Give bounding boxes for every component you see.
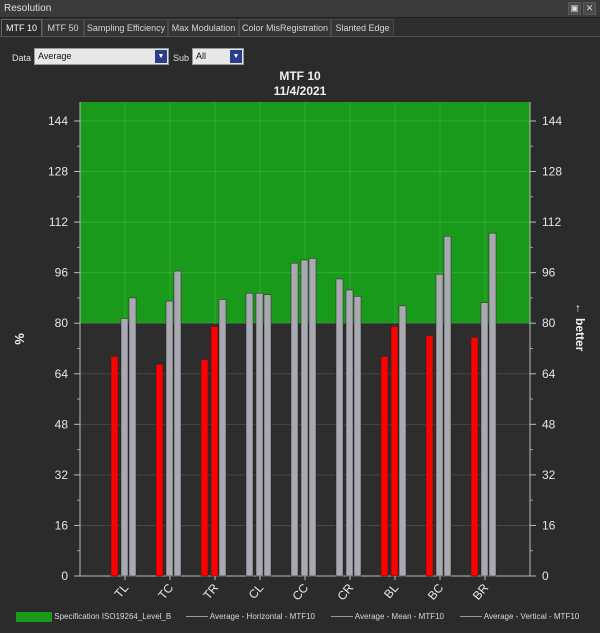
y2-tick-label: 112 [542,215,561,229]
x-tick-label: BC [425,581,447,603]
chevron-down-icon[interactable]: ▼ [230,50,242,63]
legend-vertical-line [460,616,482,618]
legend-spec: Specification ISO19264_Level_B [16,610,171,624]
x-tick-label: TR [200,581,221,603]
sub-select-value: All [196,51,207,61]
legend-mean-label: Average - Mean - MTF10 [354,612,444,621]
window-title: Resolution [4,3,52,14]
legend-horizontal: Average - Horizontal - MTF10 [186,610,315,624]
chevron-down-icon[interactable]: ▼ [155,50,167,63]
y-tick-label: 80 [55,316,69,330]
bar-cr-1 [345,289,354,577]
bar-bl-1 [390,326,399,577]
legend-spec-label: Specification ISO19264_Level_B [54,612,172,621]
bar-tr-2 [218,299,227,577]
data-select-value: Average [38,51,72,61]
x-tick-label: CR [334,581,356,604]
y-tick-label: 64 [55,367,69,381]
tab-mtf50[interactable]: MTF 50 [42,19,84,36]
sub-label: Sub [173,53,190,63]
tab-mtf10[interactable]: MTF 10 [1,19,42,36]
y2-tick-label: 16 [542,518,556,532]
legend-spec-swatch [16,611,52,622]
bar-bl-0 [380,356,389,577]
sub-select[interactable]: All ▼ [192,48,244,65]
y2-axis-label: ← better [573,303,587,352]
legend-vertical: Average - Vertical - MTF10 [460,610,579,624]
data-label: Data [12,53,32,63]
restore-icon[interactable]: ▣ [568,2,581,15]
legend-mean-line [331,616,353,618]
y2-tick-label: 144 [542,114,562,128]
y2-tick-label: 96 [542,266,556,280]
tab-slanted-edge[interactable]: Slanted Edge [331,19,394,36]
legend-mean: Average - Mean - MTF10 [331,610,444,624]
bar-cl-0 [245,292,254,577]
bar-br-0 [470,337,479,577]
y-tick-label: 128 [48,165,68,179]
bar-cc-1 [300,259,309,577]
legend-horizontal-label: Average - Horizontal - MTF10 [209,612,316,621]
y-tick-label: 32 [55,468,69,482]
bar-tl-1 [120,318,129,577]
bar-bc-1 [435,273,444,577]
tab-sampling-efficiency[interactable]: Sampling Efficiency [84,19,168,36]
bar-cr-2 [353,296,362,577]
chart-title: MTF 10 [279,69,321,83]
tab-max-modulation[interactable]: Max Modulation [168,19,239,36]
bar-tl-2 [128,297,137,577]
y2-tick-label: 32 [542,468,556,482]
y-tick-label: 16 [55,518,69,532]
y-axis-label: % [12,333,27,345]
y-tick-label: 48 [55,417,69,431]
bar-cr-0 [335,278,344,577]
x-tick-label: CC [289,581,311,604]
bar-tr-0 [200,359,209,577]
bar-tr-1 [210,326,219,577]
data-select[interactable]: Average ▼ [34,48,169,65]
x-tick-label: CL [246,581,267,602]
x-tick-label: TC [155,581,176,603]
bar-cc-0 [290,262,299,577]
bar-cc-2 [308,258,317,577]
y2-tick-label: 80 [542,316,556,330]
y2-tick-label: 48 [542,417,556,431]
bar-tc-1 [165,300,174,577]
y-tick-label: 0 [61,569,68,583]
bar-tc-0 [155,364,164,577]
y2-tick-label: 128 [542,165,562,179]
bar-tc-2 [173,270,182,577]
window-titlebar: Resolution ▣ ✕ [0,0,600,18]
y2-tick-label: 0 [542,569,549,583]
y-tick-label: 144 [48,114,68,128]
bar-tl-0 [110,356,119,577]
bar-br-2 [488,232,497,577]
tab-bar: MTF 10 MTF 50 Sampling Efficiency Max Mo… [0,18,600,37]
close-icon[interactable]: ✕ [583,2,596,15]
y-tick-label: 96 [55,266,69,280]
x-tick-label: TL [112,581,132,601]
x-tick-label: BL [381,581,401,601]
bar-bc-2 [443,236,452,577]
y-tick-label: 112 [49,215,68,229]
bar-bc-0 [425,335,434,577]
bar-cl-1 [255,292,264,577]
bar-br-1 [480,302,489,577]
bar-bl-2 [398,305,407,577]
legend-vertical-label: Average - Vertical - MTF10 [483,612,580,621]
x-tick-label: BR [470,581,492,603]
y2-tick-label: 64 [542,367,556,381]
legend-horizontal-line [186,616,208,618]
bar-cl-2 [263,294,272,577]
tab-color-misregistration[interactable]: Color MisRegistration [239,19,331,36]
chart-subtitle: 11/4/2021 [273,84,327,98]
